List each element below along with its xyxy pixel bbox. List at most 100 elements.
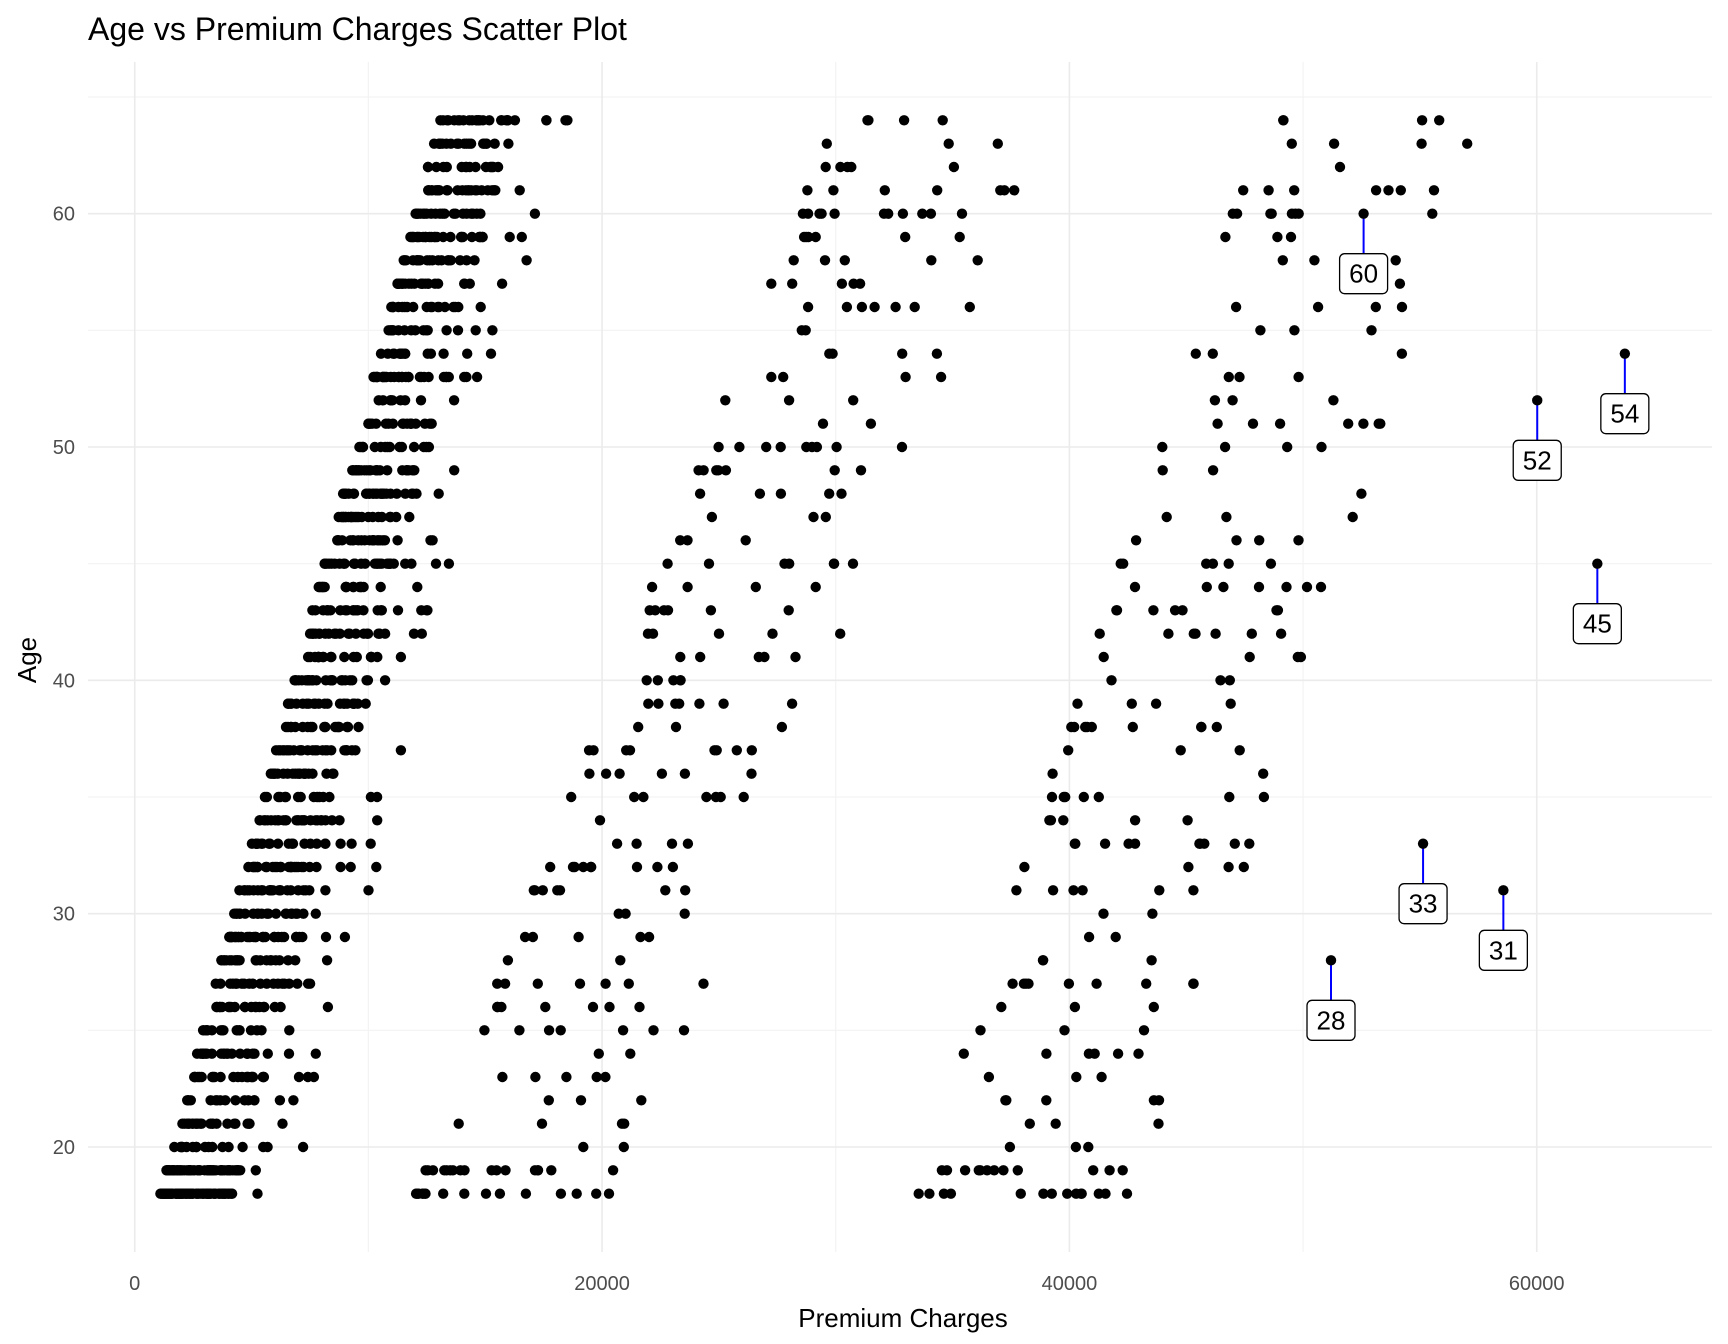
tick-labels: 0 20000 40000 60000 20 30 40 50 60 [53, 204, 1565, 1295]
data-point-mid [679, 908, 690, 919]
data-point-high [1244, 651, 1255, 663]
data-point-high [1295, 651, 1307, 663]
data-point-mid [824, 348, 835, 359]
data-point-high [1194, 838, 1206, 849]
data-point-low [236, 1071, 248, 1083]
data-point-high [1258, 768, 1269, 779]
data-point-mid [734, 441, 745, 453]
data-point-low [466, 231, 478, 243]
data-point-high [1133, 1048, 1144, 1059]
data-point-low [255, 978, 266, 989]
data-point-low [432, 301, 443, 313]
data-point-mid [841, 301, 853, 313]
data-point-mid [710, 791, 722, 803]
data-point-low [453, 301, 464, 313]
data-point-mid [578, 1141, 589, 1153]
data-point-low [408, 628, 420, 639]
data-point-mid [520, 1188, 532, 1199]
data-point-high [1077, 885, 1088, 896]
data-point-low [457, 208, 469, 219]
data-point-high [1370, 301, 1382, 313]
data-point-low [395, 651, 407, 663]
data-point-low [279, 791, 291, 803]
data-point-low [228, 1071, 239, 1083]
data-point-high [1117, 1165, 1128, 1176]
data-point-mid [662, 558, 673, 569]
data-point-mid [607, 1165, 619, 1176]
data-point-low [371, 861, 382, 873]
data-point-mid [786, 698, 798, 709]
data-point-low [277, 1118, 288, 1129]
data-point-low [320, 815, 331, 826]
data-point-high [1078, 791, 1090, 803]
data-point-low [438, 348, 449, 359]
data-point-low [297, 931, 308, 943]
data-point-low [245, 1025, 257, 1036]
data-point-low [185, 1165, 197, 1176]
data-point-low [197, 1188, 209, 1199]
data-point-mid [682, 535, 693, 546]
data-point-low [345, 861, 356, 873]
data-point-low [395, 395, 406, 406]
data-point-high [1234, 745, 1245, 756]
data-point-mid [831, 441, 842, 453]
data-point-low [283, 698, 294, 709]
data-point-low [353, 721, 364, 733]
data-point-mid [775, 488, 787, 499]
data-point-high [1215, 675, 1226, 686]
data-point-low [353, 465, 364, 476]
data-point-low [265, 885, 276, 896]
data-point-low [293, 675, 304, 686]
data-point-low [199, 1165, 210, 1176]
data-point-mid [802, 185, 813, 196]
data-point-mid [754, 488, 766, 499]
data-point-low [375, 348, 387, 359]
y-tick-label: 30 [53, 904, 75, 926]
data-point-low [441, 325, 452, 336]
data-point-high [1041, 1048, 1052, 1059]
data-point-mid [836, 278, 848, 289]
data-point-low [376, 511, 388, 523]
data-point-high [1071, 1071, 1082, 1083]
data-point-high [1047, 885, 1059, 896]
data-point-high [936, 1165, 948, 1176]
x-axis-label: Premium Charges [798, 1303, 1008, 1333]
annotation-label-box [1306, 999, 1356, 1041]
data-point-high [1188, 885, 1199, 896]
data-point-low [176, 1188, 188, 1199]
data-point-low [201, 1025, 213, 1036]
data-point-low [173, 1165, 185, 1176]
data-point-low [406, 418, 417, 429]
data-point-mid [839, 255, 850, 266]
data-point-low [320, 838, 331, 849]
data-point-high [1011, 885, 1022, 896]
data-point-high [1356, 488, 1367, 499]
data-point-high [1231, 535, 1242, 546]
data-point-mid [588, 745, 599, 756]
data-point-high [1396, 301, 1408, 313]
data-point-low [322, 698, 333, 709]
data-point-high [1309, 255, 1320, 266]
data-point-mid [675, 651, 686, 663]
data-point-low [320, 931, 332, 943]
data-point-mid [638, 791, 649, 803]
data-point-low [338, 698, 349, 709]
data-point-low [262, 1048, 273, 1059]
data-point-mid [514, 1025, 525, 1036]
data-point-low [231, 1165, 242, 1176]
data-point-mid [667, 861, 679, 873]
data-point-mid [808, 511, 819, 523]
data-point-low [252, 1188, 263, 1199]
data-point-mid [766, 371, 777, 383]
data-point-low [363, 418, 374, 429]
data-point-mid [695, 651, 706, 663]
data-point-high [1126, 698, 1138, 709]
data-point-low [215, 1095, 226, 1106]
data-point-low [274, 1095, 286, 1106]
data-point-mid [701, 791, 712, 803]
data-point-low [471, 115, 482, 126]
data-point-low [423, 441, 435, 453]
data-point-high [1394, 278, 1406, 289]
data-point-low [250, 931, 262, 943]
